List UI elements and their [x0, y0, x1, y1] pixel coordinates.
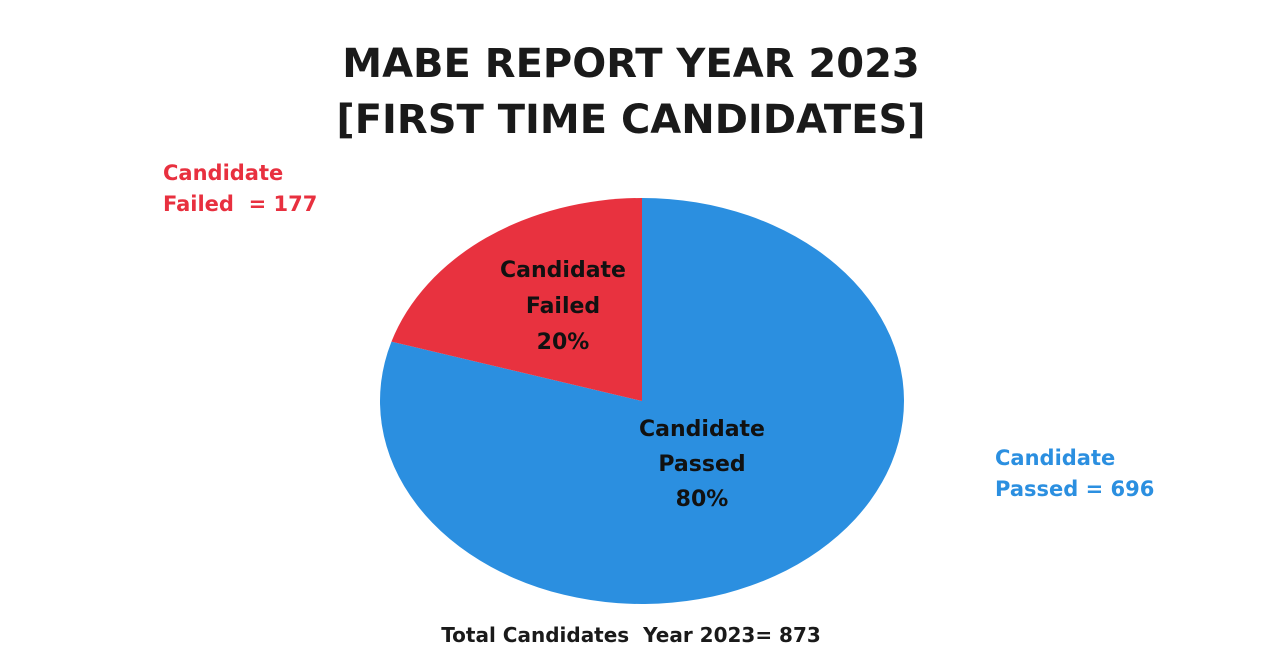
pie-label-failed-line-3: 20% [537, 330, 590, 355]
pie-label-passed-line-2: Passed [658, 452, 745, 477]
passed-count-callout: Candidate Passed = 696 [995, 446, 1155, 501]
chart-title-line-2: [FIRST TIME CANDIDATES] [336, 97, 926, 143]
pie-label-passed-line-1: Candidate [639, 417, 765, 442]
pie-slice-failed [391, 198, 642, 401]
chart-title-line-1: MABE REPORT YEAR 2023 [342, 41, 920, 87]
pie-label-passed-line-3: 80% [676, 487, 729, 512]
chart-title: MABE REPORT YEAR 2023 [FIRST TIME CANDID… [0, 36, 1262, 148]
pie-label-failed-line-1: Candidate [500, 258, 626, 283]
failed-count-callout: Candidate Failed = 177 [163, 161, 318, 216]
pie-label-failed-line-2: Failed [526, 294, 600, 319]
total-candidates-footer: Total Candidates Year 2023= 873 [441, 623, 821, 647]
